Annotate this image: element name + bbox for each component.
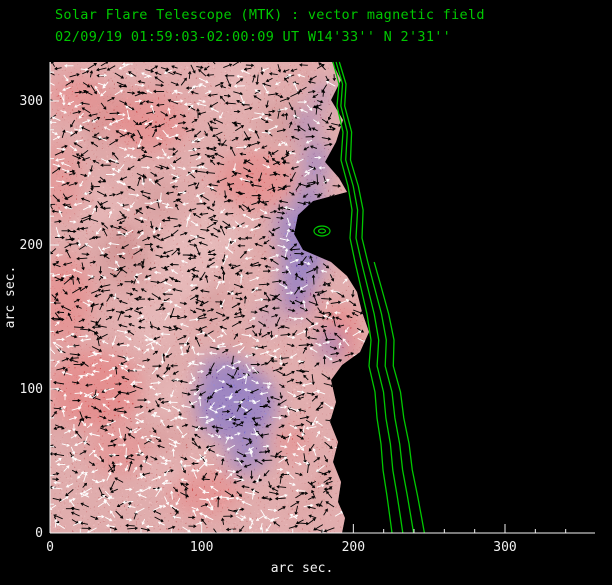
closed-contour-inner — [317, 228, 327, 234]
x-tick-label: 300 — [493, 540, 516, 555]
closed-contour-outer — [313, 225, 331, 237]
vector-arrows-light — [50, 62, 367, 533]
y-axis-label: arc sec. — [3, 266, 18, 329]
x-axis-label: arc sec. — [271, 561, 334, 576]
y-tick-label: 200 — [20, 238, 43, 253]
limb-contour-layer — [313, 61, 426, 534]
x-tick-label: 0 — [46, 540, 54, 555]
title-line-1: Solar Flare Telescope (MTK) : vector mag… — [55, 7, 485, 23]
y-tick-label: 0 — [35, 526, 43, 541]
vector-arrows-dark — [50, 62, 365, 533]
y-tick-label: 100 — [20, 382, 43, 397]
x-tick-label: 100 — [190, 540, 213, 555]
magnetogram-field-layer — [50, 62, 369, 533]
title-line-2: 02/09/19 01:59:03-02:00:09 UT W14'33'' N… — [55, 29, 451, 45]
axes-layer: 0 100 200 300 0 100 200 300 — [20, 62, 595, 555]
x-tick-label: 200 — [342, 540, 365, 555]
y-tick-label: 300 — [20, 94, 43, 109]
